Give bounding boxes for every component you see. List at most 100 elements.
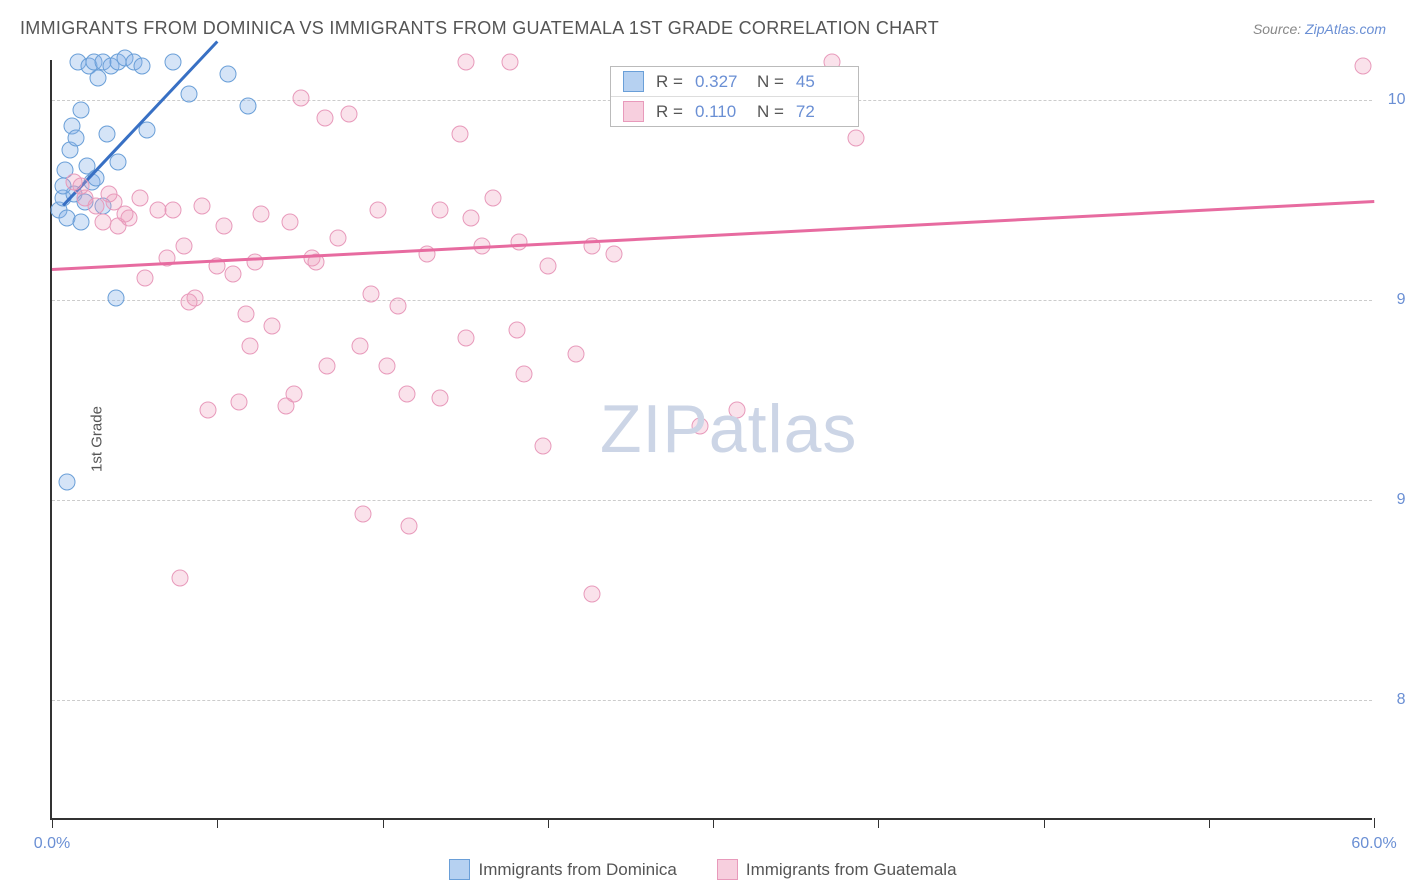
data-point	[200, 402, 217, 419]
gridline	[52, 300, 1372, 301]
data-point	[99, 126, 116, 143]
r-value-guatemala: 0.110	[695, 102, 745, 122]
xtick	[1374, 818, 1375, 828]
ytick-label: 85.0%	[1382, 691, 1406, 709]
data-point	[317, 110, 334, 127]
data-point	[848, 130, 865, 147]
data-point	[193, 198, 210, 215]
data-point	[729, 402, 746, 419]
data-point	[116, 206, 133, 223]
data-point	[535, 438, 552, 455]
xtick	[713, 818, 714, 828]
legend-item-dominica: Immigrants from Dominica	[449, 859, 676, 880]
source-link[interactable]: ZipAtlas.com	[1305, 21, 1386, 37]
trend-line	[52, 200, 1374, 270]
data-point	[72, 178, 89, 195]
legend-item-guatemala: Immigrants from Guatemala	[717, 859, 957, 880]
xtick	[548, 818, 549, 828]
data-point	[176, 238, 193, 255]
ytick-label: 90.0%	[1382, 491, 1406, 509]
ytick-label: 95.0%	[1382, 291, 1406, 309]
legend-row-dominica: R = 0.327 N = 45	[611, 67, 858, 97]
bottom-legend: Immigrants from Dominica Immigrants from…	[0, 859, 1406, 880]
data-point	[134, 58, 151, 75]
data-point	[253, 206, 270, 223]
data-point	[515, 366, 532, 383]
ytick-label: 100.0%	[1382, 91, 1406, 109]
data-point	[90, 70, 107, 87]
n-value-dominica: 45	[796, 72, 846, 92]
data-point	[363, 286, 380, 303]
data-point	[110, 154, 127, 171]
r-value-dominica: 0.327	[695, 72, 745, 92]
xtick-label: 0.0%	[34, 835, 70, 853]
data-point	[605, 246, 622, 263]
data-point	[101, 186, 118, 203]
data-point	[165, 54, 182, 71]
swatch-blue	[623, 71, 644, 92]
xtick	[1209, 818, 1210, 828]
data-point	[400, 518, 417, 535]
gridline	[52, 700, 1372, 701]
data-point	[136, 270, 153, 287]
data-point	[292, 90, 309, 107]
data-point	[281, 214, 298, 231]
chart-title: IMMIGRANTS FROM DOMINICA VS IMMIGRANTS F…	[20, 18, 939, 39]
data-point	[319, 358, 336, 375]
data-point	[59, 474, 76, 491]
data-point	[215, 218, 232, 235]
correlation-legend: R = 0.327 N = 45 R = 0.110 N = 72	[610, 66, 859, 127]
data-point	[451, 126, 468, 143]
xtick	[217, 818, 218, 828]
legend-label-dominica: Immigrants from Dominica	[478, 860, 676, 880]
gridline	[52, 500, 1372, 501]
data-point	[72, 214, 89, 231]
data-point	[341, 106, 358, 123]
data-point	[352, 338, 369, 355]
data-point	[165, 202, 182, 219]
data-point	[246, 254, 263, 271]
data-point	[691, 418, 708, 435]
data-point	[398, 386, 415, 403]
n-value-guatemala: 72	[796, 102, 846, 122]
xtick	[52, 818, 53, 828]
source-prefix: Source:	[1253, 21, 1305, 37]
xtick	[383, 818, 384, 828]
data-point	[583, 586, 600, 603]
data-point	[180, 294, 197, 311]
data-point	[508, 322, 525, 339]
xtick-label: 60.0%	[1351, 835, 1396, 853]
data-point	[237, 306, 254, 323]
data-point	[484, 190, 501, 207]
swatch-pink	[623, 101, 644, 122]
n-label: N =	[757, 102, 784, 122]
data-point	[354, 506, 371, 523]
data-point	[68, 130, 85, 147]
data-point	[378, 358, 395, 375]
data-point	[568, 346, 585, 363]
data-point	[539, 258, 556, 275]
data-point	[94, 214, 111, 231]
data-point	[511, 234, 528, 251]
data-point	[242, 338, 259, 355]
data-point	[462, 210, 479, 227]
data-point	[370, 202, 387, 219]
source-attribution: Source: ZipAtlas.com	[1253, 21, 1386, 37]
swatch-pink	[717, 859, 738, 880]
data-point	[458, 330, 475, 347]
r-label: R =	[656, 72, 683, 92]
data-point	[88, 198, 105, 215]
title-bar: IMMIGRANTS FROM DOMINICA VS IMMIGRANTS F…	[20, 18, 1386, 39]
data-point	[1354, 58, 1371, 75]
r-label: R =	[656, 102, 683, 122]
legend-label-guatemala: Immigrants from Guatemala	[746, 860, 957, 880]
xtick	[878, 818, 879, 828]
swatch-blue	[449, 859, 470, 880]
y-axis-label: 1st Grade	[88, 406, 105, 472]
data-point	[72, 102, 89, 119]
data-point	[180, 86, 197, 103]
data-point	[330, 230, 347, 247]
data-point	[286, 386, 303, 403]
legend-row-guatemala: R = 0.110 N = 72	[611, 97, 858, 126]
data-point	[132, 190, 149, 207]
